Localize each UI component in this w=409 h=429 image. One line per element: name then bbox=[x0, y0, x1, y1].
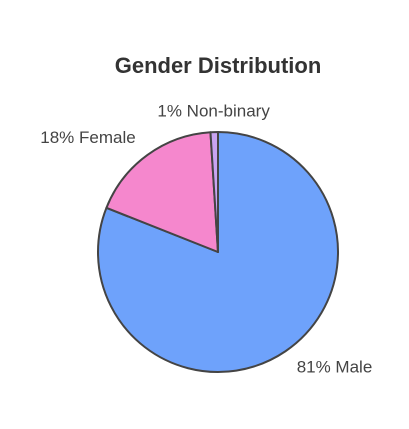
chart-title: Gender Distribution bbox=[115, 53, 322, 78]
pie-slice bbox=[209, 131, 219, 253]
slice-label: 18% Female bbox=[40, 128, 135, 147]
pie-slice bbox=[105, 131, 219, 253]
slice-label: 81% Male bbox=[297, 357, 373, 376]
slice-label: 1% Non-binary bbox=[157, 102, 270, 121]
pie-slice bbox=[97, 131, 339, 373]
